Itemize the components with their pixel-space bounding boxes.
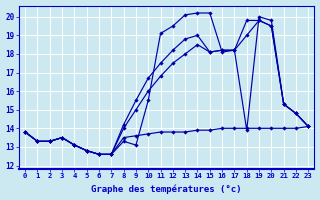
X-axis label: Graphe des températures (°c): Graphe des températures (°c) xyxy=(92,185,242,194)
